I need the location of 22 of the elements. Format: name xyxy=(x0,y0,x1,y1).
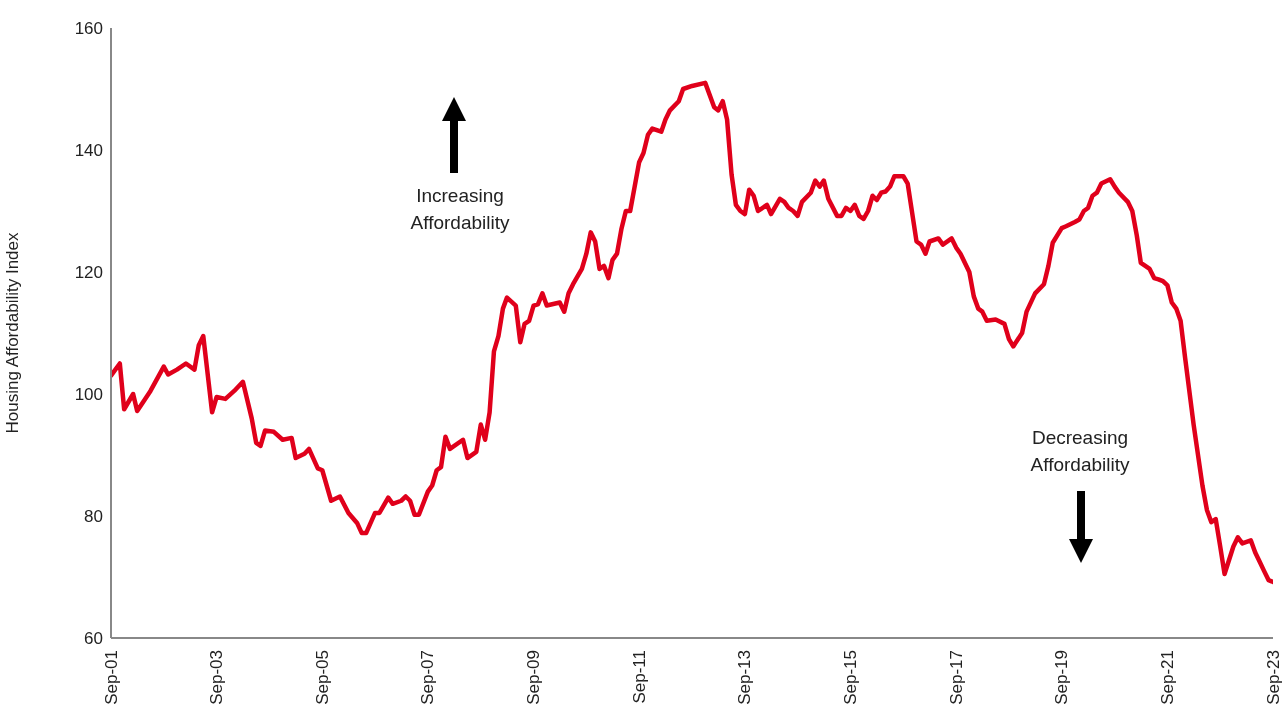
y-tick-label: 160 xyxy=(74,19,103,39)
y-tick-label: 120 xyxy=(74,263,103,283)
x-tick-label: Sep-23 xyxy=(1263,650,1283,705)
y-axis-title: Housing Affordability Index xyxy=(3,232,23,434)
x-tick-label: Sep-11 xyxy=(629,650,649,704)
y-tick-label: 80 xyxy=(84,507,103,527)
x-tick-label: Sep-17 xyxy=(946,650,966,705)
x-tick-label: Sep-05 xyxy=(312,650,332,705)
x-tick-label: Sep-13 xyxy=(735,650,755,705)
line-series xyxy=(111,80,1273,585)
x-tick-label: Sep-15 xyxy=(840,650,860,705)
y-tick-label: 100 xyxy=(74,385,103,405)
x-tick-label: Sep-09 xyxy=(524,650,544,705)
annotation: Decreasing Affordability xyxy=(1029,426,1131,477)
x-tick-label: Sep-19 xyxy=(1052,650,1072,705)
x-tick-label: Sep-07 xyxy=(418,650,438,705)
x-tick-label: Sep-03 xyxy=(207,650,227,705)
y-tick-label: 60 xyxy=(84,629,103,649)
x-tick-label: Sep-21 xyxy=(1157,650,1177,705)
y-tick-label: 140 xyxy=(74,141,103,161)
x-tick-label: Sep-01 xyxy=(101,650,121,705)
annotation: Increasing Affordability xyxy=(409,184,511,235)
